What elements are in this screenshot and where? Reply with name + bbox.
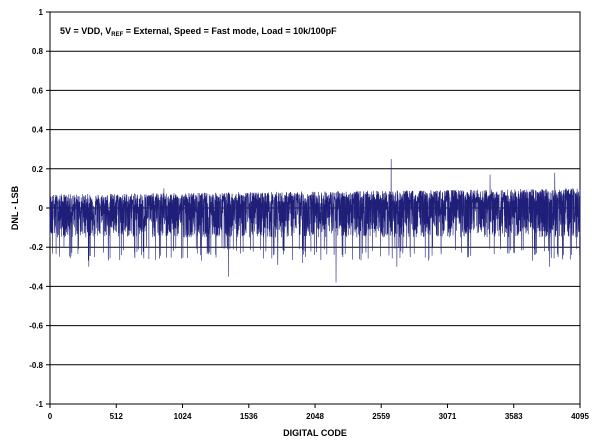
y-tick-label: 0.2 bbox=[32, 165, 44, 174]
y-tick-label: -0.8 bbox=[29, 361, 43, 370]
y-axis-label: DNL - LSB bbox=[10, 185, 20, 230]
x-axis-label: DIGITAL CODE bbox=[283, 428, 347, 438]
y-tick-label: 1 bbox=[39, 8, 44, 17]
dnl-series bbox=[49, 158, 581, 283]
x-tick-label: 2048 bbox=[306, 412, 324, 421]
x-tick-label: 512 bbox=[110, 412, 124, 421]
y-tick-label: 0.4 bbox=[32, 126, 44, 135]
x-axis-ticks: 0 512 1024 1536 2048 2559 3071 3583 4095 bbox=[48, 404, 589, 421]
y-tick-label: -0.2 bbox=[29, 243, 43, 252]
x-tick-label: 3583 bbox=[505, 412, 523, 421]
x-tick-label: 4095 bbox=[571, 412, 589, 421]
dnl-line bbox=[49, 158, 581, 283]
x-tick-label: 2559 bbox=[372, 412, 390, 421]
y-axis-ticks: 1 0.8 0.6 0.4 0.2 0 -0.2 -0.4 -0.6 -0.8 -1 bbox=[29, 8, 50, 409]
gridlines bbox=[50, 50, 580, 366]
y-tick-label: 0 bbox=[39, 204, 44, 213]
y-tick-label: -0.6 bbox=[29, 322, 43, 331]
x-tick-label: 1536 bbox=[240, 412, 258, 421]
y-tick-label: -0.4 bbox=[29, 282, 43, 291]
chart-title: 5V = VDD, VREF = External, Speed = Fast … bbox=[60, 26, 337, 38]
x-tick-label: 1024 bbox=[174, 412, 192, 421]
y-tick-label: 0.6 bbox=[32, 86, 44, 95]
y-tick-label: 0.8 bbox=[32, 47, 44, 56]
y-tick-label: -1 bbox=[36, 400, 44, 409]
x-tick-label: 0 bbox=[48, 412, 53, 421]
x-tick-label: 3071 bbox=[439, 412, 457, 421]
